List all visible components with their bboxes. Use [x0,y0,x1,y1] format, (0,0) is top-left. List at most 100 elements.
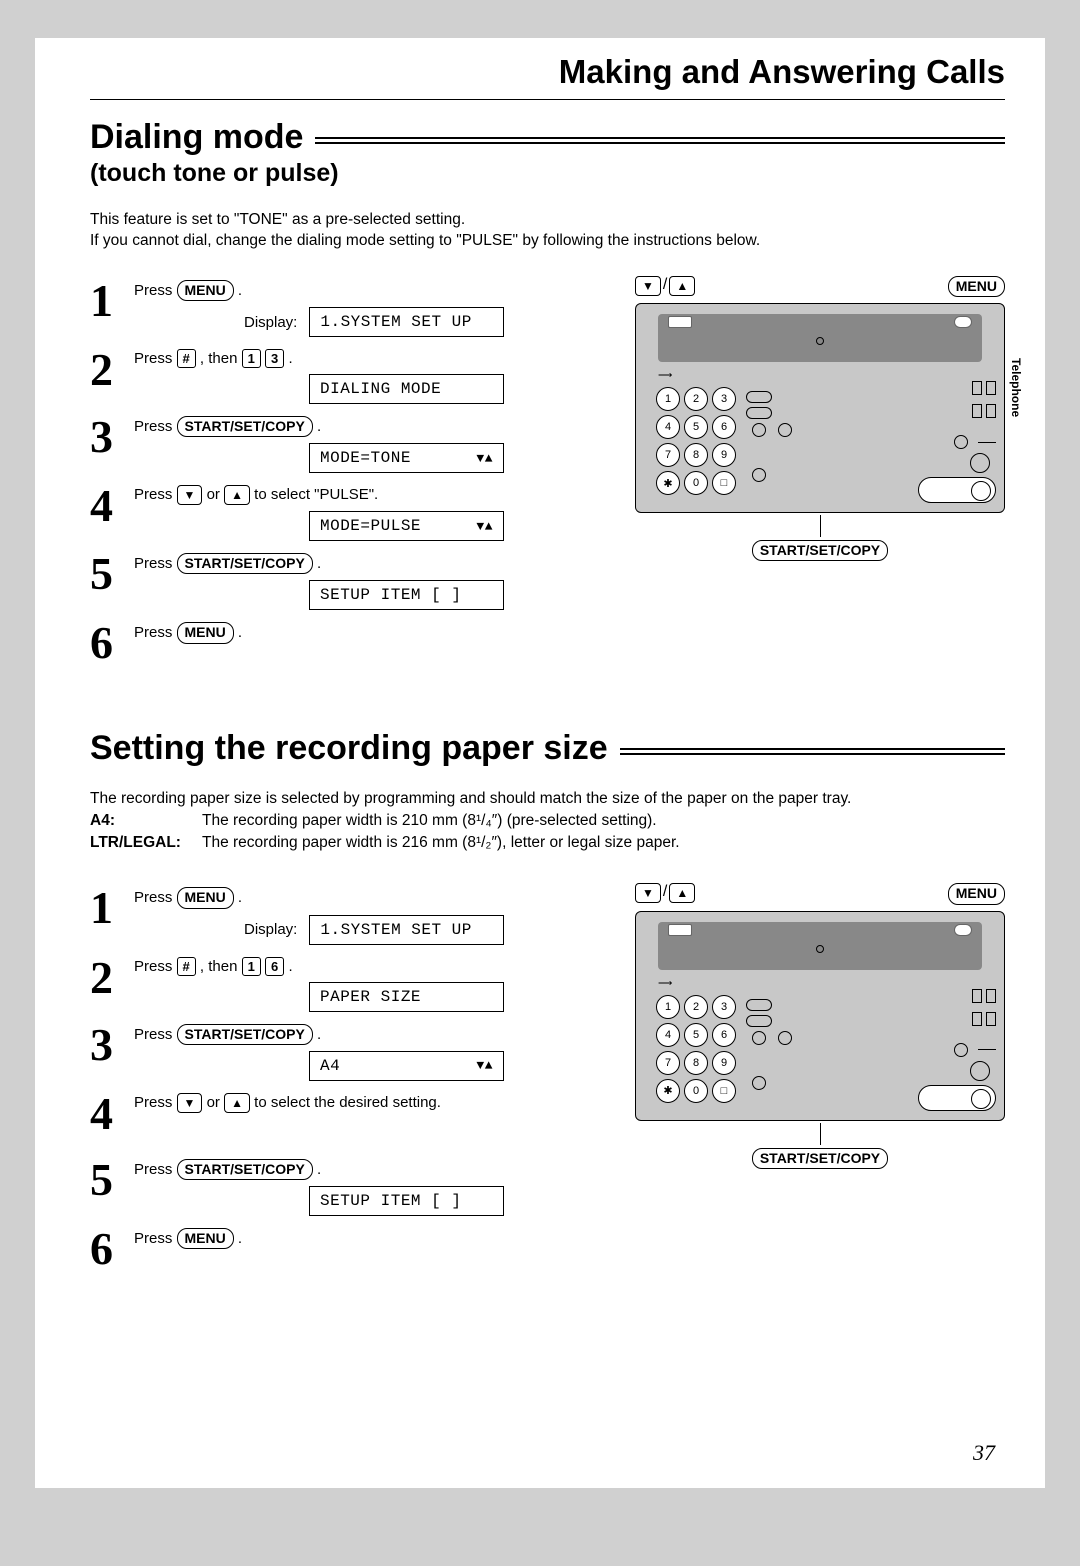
section1-columns: 1 Press MENU . Display: 1.SYSTEM SET UP … [90,276,1005,675]
key-9: 9 [712,443,736,467]
key-2: 2 [684,387,708,411]
page-number: 37 [973,1440,995,1466]
step-3: 3 Press START/SET/COPY . MODE=TONE▼▲ [90,412,611,473]
menu-key: MENU [177,1228,234,1249]
step-6: 6 Press MENU . [90,1224,611,1272]
key-6: 6 [712,415,736,439]
device-illustration-column: ▼ / ▲ MENU ⟶ 1 2 3 4 5 [635,883,1005,1280]
key-star: ✱ [656,471,680,495]
key-3: 3 [712,387,736,411]
lcd-display: A4▼▲ [309,1051,504,1081]
key-1: 1 [656,387,680,411]
step-number: 1 [90,885,134,931]
section2-title: Setting the recording paper size [90,729,1005,768]
lcd-display: MODE=TONE▼▲ [309,443,504,473]
device-display [658,922,982,970]
steps-column: 1 Press MENU . Display: 1.SYSTEM SET UP … [90,276,611,675]
key-sq: □ [712,471,736,495]
step-number: 6 [90,1226,134,1272]
start-set-copy-key: START/SET/COPY [177,1024,313,1045]
ltr-key: LTR/LEGAL: [90,832,202,854]
display-label: Display: [244,314,297,331]
key-8: 8 [684,443,708,467]
step-1: 1 Press MENU . Display: 1.SYSTEM SET UP [90,276,611,337]
start-set-copy-key: START/SET/COPY [177,1159,313,1180]
keypad: 1 2 3 4 5 6 7 8 9 ✱ 0 □ [656,387,736,495]
step-5: 5 Press START/SET/COPY . SETUP ITEM [ ] [90,1155,611,1216]
device-illustration-column: ▼ / ▲ MENU ⟶ 1 2 3 4 5 6 7 [635,276,1005,675]
device-panel: ⟶ 1 2 3 4 5 6 7 8 9 ✱ [635,911,1005,1121]
step-number: 2 [90,955,134,1001]
step-5: 5 Press START/SET/COPY . SETUP ITEM [ ] [90,549,611,610]
device-display [658,314,982,362]
lcd-display: SETUP ITEM [ ] [309,1186,504,1216]
section1-subtitle: (touch tone or pulse) [90,159,1005,188]
step-body: Press MENU . [134,618,611,647]
up-arrow-key: ▲ [224,1093,250,1113]
keypad: 1 2 3 4 5 6 7 8 9 ✱ 0 □ [656,995,736,1103]
step-2: 2 Press # , then 1 6 . PAPER SIZE [90,953,611,1012]
step-number: 3 [90,1022,134,1068]
step-body: Press # , then 1 3 . DIALING MODE [134,345,611,404]
panel-bottom-label: START/SET/COPY [635,540,1005,561]
panel-top-labels: ▼ / ▲ MENU [635,276,1005,297]
start-set-copy-key: START/SET/COPY [177,416,313,437]
down-arrow-icon: ▼ [635,883,661,903]
menu-key: MENU [177,887,234,908]
lcd-display: MODE=PULSE▼▲ [309,511,504,541]
step-number: 4 [90,1091,134,1137]
lcd-display: DIALING MODE [309,374,504,404]
start-set-copy-key: START/SET/COPY [177,553,313,574]
down-arrow-icon: ▼ [635,276,661,296]
header-rule [90,99,1005,100]
step-number: 5 [90,551,134,597]
section2-columns: 1 Press MENU . Display: 1.SYSTEM SET UP [90,883,1005,1280]
page-header: Making and Answering Calls [90,53,1005,91]
key-4: 4 [656,415,680,439]
hash-key: # [177,349,196,368]
section1-intro: This feature is set to "TONE" as a pre-s… [90,210,1005,252]
step-number: 2 [90,347,134,393]
step-body: Press MENU . Display: 1.SYSTEM SET UP [134,276,611,337]
step-number: 6 [90,620,134,666]
section1-title: Dialing mode [90,118,1005,157]
one-key: 1 [242,957,261,976]
six-key: 6 [265,957,284,976]
lcd-display: PAPER SIZE [309,982,504,1012]
one-key: 1 [242,349,261,368]
step-4: 4 Press ▼ or ▲ to select the desired set… [90,1089,611,1137]
lcd-display: 1.SYSTEM SET UP [309,307,504,337]
menu-key: MENU [177,622,234,643]
up-arrow-key: ▲ [224,485,250,505]
start-button-graphic [918,477,996,503]
up-arrow-icon: ▲ [669,883,695,903]
intro-line-1: This feature is set to "TONE" as a pre-s… [90,210,1005,231]
step-2: 2 Press # , then 1 3 . DIALING MODE [90,345,611,404]
step-body: Press ▼ or ▲ to select "PULSE". MODE=PUL… [134,481,611,541]
menu-label: MENU [948,883,1005,904]
step-number: 3 [90,414,134,460]
step-body: Press START/SET/COPY . SETUP ITEM [ ] [134,549,611,610]
step-4: 4 Press ▼ or ▲ to select "PULSE". MODE=P… [90,481,611,541]
a4-key: A4: [90,810,202,832]
key-5: 5 [684,415,708,439]
step-1: 1 Press MENU . Display: 1.SYSTEM SET UP [90,883,611,944]
section2-title-text: Setting the recording paper size [90,729,608,768]
steps-column: 1 Press MENU . Display: 1.SYSTEM SET UP [90,883,611,1280]
menu-key: MENU [177,280,234,301]
down-arrow-key: ▼ [177,485,203,505]
step-number: 1 [90,278,134,324]
device-panel: ⟶ 1 2 3 4 5 6 7 8 9 ✱ 0 □ [635,303,1005,513]
display-label: Display: [244,921,297,938]
intro-line-2: If you cannot dial, change the dialing m… [90,231,1005,252]
manual-page: Making and Answering Calls Telephone Dia… [35,38,1045,1488]
step-body: Press START/SET/COPY . MODE=TONE▼▲ [134,412,611,473]
down-arrow-key: ▼ [177,1093,203,1113]
step-3: 3 Press START/SET/COPY . A4▼▲ [90,1020,611,1081]
step-number: 5 [90,1157,134,1203]
three-key: 3 [265,349,284,368]
up-arrow-icon: ▲ [669,276,695,296]
section2-intro: The recording paper size is selected by … [90,788,1005,853]
start-button-graphic [918,1085,996,1111]
step-6: 6 Press MENU . [90,618,611,666]
